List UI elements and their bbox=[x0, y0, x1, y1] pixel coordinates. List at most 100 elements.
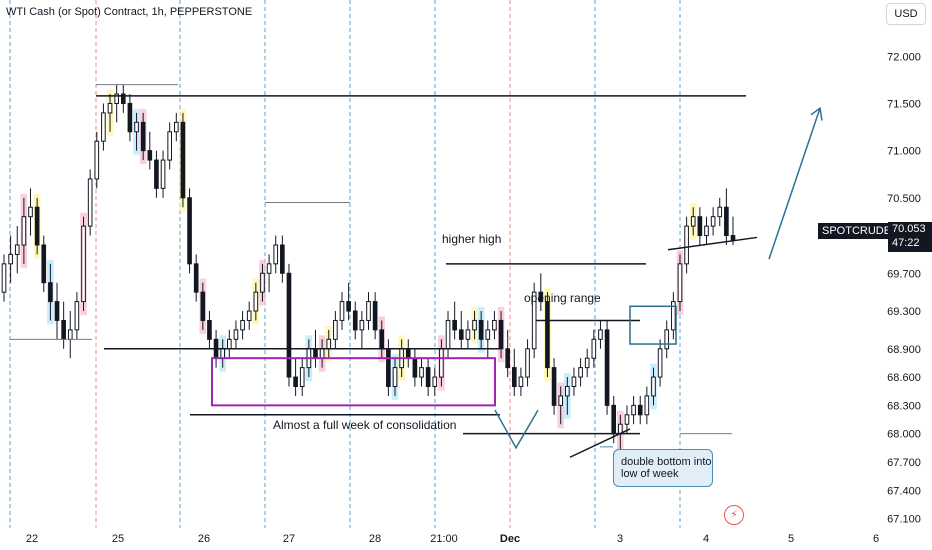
candle bbox=[233, 329, 239, 340]
candle bbox=[644, 395, 650, 416]
candle bbox=[273, 244, 279, 265]
candle bbox=[571, 376, 577, 387]
x-tick-label: 4 bbox=[703, 533, 709, 545]
x-tick-label: 26 bbox=[198, 533, 210, 545]
v-bottom-marker bbox=[494, 409, 539, 450]
y-tick-label: 68.300 bbox=[887, 400, 921, 412]
candle bbox=[366, 301, 371, 321]
candle bbox=[419, 367, 424, 378]
candle bbox=[558, 395, 564, 406]
y-tick-label: 70.500 bbox=[887, 193, 921, 205]
candle bbox=[651, 376, 656, 397]
y-tick-label: 69.300 bbox=[887, 306, 921, 318]
x-tick-label: 6 bbox=[873, 533, 879, 545]
candle bbox=[120, 93, 126, 104]
candle bbox=[697, 216, 703, 237]
x-tick-label: 22 bbox=[26, 533, 38, 545]
candle bbox=[445, 319, 451, 350]
candle bbox=[147, 150, 153, 161]
candle bbox=[465, 329, 471, 340]
symbol-label: SPOTCRUDE bbox=[818, 223, 896, 239]
candle bbox=[671, 301, 676, 331]
x-tick-label: 21:00 bbox=[430, 533, 458, 545]
candle bbox=[405, 348, 411, 359]
annotation-double-bottom: double bottom into low of week bbox=[613, 449, 713, 487]
y-tick-label: 68.000 bbox=[887, 429, 921, 441]
candle bbox=[28, 206, 33, 218]
candle bbox=[730, 235, 736, 241]
breakout-box bbox=[629, 305, 677, 345]
candle bbox=[54, 301, 60, 321]
candle bbox=[140, 121, 146, 152]
candle bbox=[724, 206, 729, 237]
candle bbox=[564, 385, 570, 397]
candle bbox=[525, 348, 530, 378]
lightning-icon[interactable]: ⚡ bbox=[724, 505, 744, 525]
candle bbox=[173, 121, 179, 133]
candle bbox=[611, 404, 617, 435]
x-tick-label: Dec bbox=[500, 533, 520, 545]
candle bbox=[260, 272, 265, 293]
candle bbox=[518, 376, 524, 387]
candle bbox=[478, 319, 484, 340]
candle bbox=[439, 348, 444, 378]
y-tick-label: 71.500 bbox=[887, 98, 921, 110]
candle bbox=[280, 244, 285, 274]
candle bbox=[180, 121, 186, 199]
x-tick-label: 25 bbox=[112, 533, 124, 545]
x-tick-label: 27 bbox=[283, 533, 295, 545]
candle bbox=[545, 301, 550, 369]
projection-arrow bbox=[768, 107, 821, 260]
candle bbox=[492, 319, 497, 331]
candle bbox=[472, 319, 477, 331]
currency-button[interactable]: USD bbox=[886, 3, 926, 25]
candle bbox=[664, 329, 670, 350]
candle bbox=[21, 216, 27, 246]
x-tick-label: 3 bbox=[617, 533, 623, 545]
candle bbox=[220, 348, 226, 359]
y-tick-label: 72.000 bbox=[887, 51, 921, 63]
candle bbox=[107, 102, 113, 114]
candle bbox=[452, 319, 457, 331]
candle bbox=[392, 367, 398, 387]
candle bbox=[101, 112, 106, 142]
chart-title: WTI Cash (or Spot) Contract, 1h, PEPPERS… bbox=[6, 6, 253, 18]
candle bbox=[677, 263, 683, 303]
y-tick-label: 67.100 bbox=[887, 514, 921, 526]
candle bbox=[458, 329, 464, 340]
candle bbox=[61, 319, 66, 340]
candle bbox=[710, 216, 716, 227]
candle bbox=[657, 348, 663, 378]
candle bbox=[717, 206, 723, 218]
candle bbox=[74, 301, 80, 331]
candle bbox=[1, 263, 7, 293]
candle bbox=[690, 216, 696, 227]
x-tick-label: 5 bbox=[788, 533, 794, 545]
candle bbox=[134, 121, 139, 133]
annotation-opening-range: opening range bbox=[524, 291, 601, 305]
y-tick-label: 68.900 bbox=[887, 344, 921, 356]
candle bbox=[200, 291, 206, 321]
support-trendline bbox=[569, 428, 631, 458]
projection-arrow-head bbox=[810, 106, 823, 121]
candle bbox=[704, 225, 709, 237]
candle bbox=[246, 310, 252, 321]
candle bbox=[187, 197, 192, 265]
y-tick-label: 67.700 bbox=[887, 457, 921, 469]
candle bbox=[14, 244, 20, 255]
y-tick-label: 67.400 bbox=[887, 485, 921, 497]
candle bbox=[8, 253, 13, 265]
candle bbox=[346, 301, 351, 312]
candle bbox=[160, 159, 166, 189]
candle bbox=[637, 404, 643, 416]
consolidation-box bbox=[211, 357, 496, 407]
candle bbox=[598, 329, 603, 340]
candle bbox=[114, 93, 119, 104]
candle bbox=[67, 329, 73, 340]
candle bbox=[624, 414, 630, 425]
candle bbox=[266, 263, 272, 274]
candle bbox=[326, 338, 332, 350]
annotation-consolidation: Almost a full week of consolidation bbox=[273, 418, 457, 432]
candle bbox=[293, 376, 298, 387]
